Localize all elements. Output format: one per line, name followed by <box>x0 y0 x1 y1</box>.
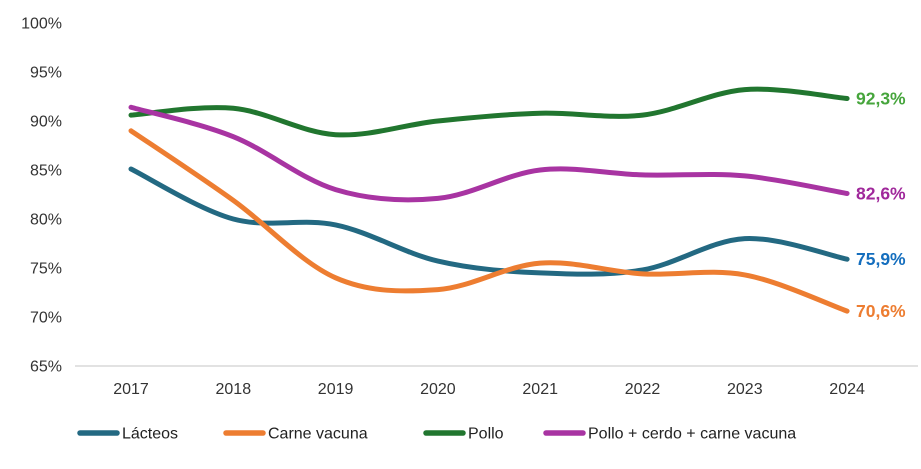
end-value-label: 70,6% <box>856 301 906 321</box>
legend-label: Carne vacuna <box>268 426 368 443</box>
y-tick-label: 75% <box>30 261 62 278</box>
y-tick-label: 90% <box>30 114 62 131</box>
x-tick-label: 2019 <box>318 381 354 398</box>
x-tick-label: 2021 <box>522 381 558 398</box>
x-tick-label: 2017 <box>113 381 149 398</box>
x-tick-label: 2024 <box>829 381 865 398</box>
x-tick-label: 2020 <box>420 381 456 398</box>
legend-label: Lácteos <box>122 426 178 443</box>
x-tick-label: 2022 <box>625 381 661 398</box>
y-tick-label: 80% <box>30 212 62 229</box>
legend-label: Pollo <box>468 426 504 443</box>
series-line-pollo-cerdo-carne-vacuna <box>128 104 850 203</box>
x-tick-label: 2023 <box>727 381 763 398</box>
y-tick-label: 70% <box>30 310 62 327</box>
end-value-label: 75,9% <box>856 249 906 269</box>
y-tick-label: 95% <box>30 65 62 82</box>
y-tick-label: 65% <box>30 359 62 376</box>
legend-label: Pollo + cerdo + carne vacuna <box>588 426 796 443</box>
series-line-l-cteos <box>128 166 850 277</box>
series-line-pollo <box>128 86 850 138</box>
end-value-label: 92,3% <box>856 88 906 108</box>
y-tick-label: 100% <box>21 16 62 33</box>
end-value-label: 82,6% <box>856 184 906 204</box>
series-line-carne-vacuna <box>128 128 850 314</box>
x-tick-label: 2018 <box>216 381 252 398</box>
y-tick-label: 85% <box>30 163 62 180</box>
